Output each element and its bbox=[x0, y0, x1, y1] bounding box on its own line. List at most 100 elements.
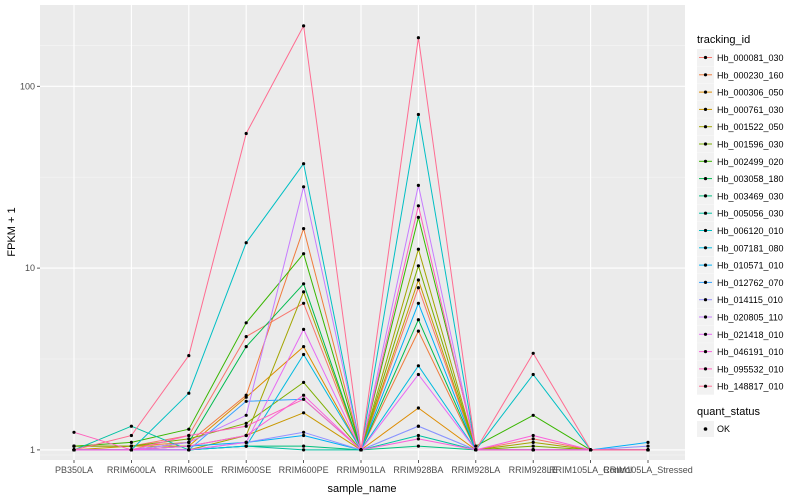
legend-item-label: Hb_001596_030 bbox=[717, 140, 784, 150]
legend-key-point bbox=[703, 107, 708, 111]
legend-item-label: Hb_095532_010 bbox=[717, 364, 784, 374]
data-point bbox=[531, 440, 535, 444]
legend-key-point bbox=[703, 159, 708, 163]
y-axis-title: FPKM + 1 bbox=[6, 207, 18, 256]
data-point bbox=[416, 204, 420, 208]
legend-item-label: Hb_006120_010 bbox=[717, 226, 784, 236]
legend-item-label: Hb_021418_010 bbox=[717, 330, 784, 340]
data-point bbox=[129, 440, 133, 444]
data-point bbox=[531, 448, 535, 452]
legend-key-point bbox=[703, 384, 708, 388]
data-point bbox=[187, 427, 191, 431]
data-point bbox=[302, 393, 306, 397]
data-point bbox=[646, 448, 650, 452]
data-point bbox=[72, 444, 76, 448]
data-point bbox=[531, 351, 535, 355]
data-point bbox=[416, 247, 420, 251]
data-point bbox=[302, 444, 306, 448]
legend-key-point bbox=[703, 315, 708, 319]
data-point bbox=[646, 440, 650, 444]
data-point bbox=[531, 372, 535, 377]
data-point bbox=[302, 352, 306, 357]
data-point bbox=[244, 345, 248, 349]
data-point bbox=[359, 448, 363, 452]
data-point bbox=[302, 282, 306, 286]
data-point bbox=[302, 290, 306, 294]
data-point bbox=[129, 444, 133, 448]
data-point bbox=[129, 433, 133, 438]
data-point bbox=[416, 36, 420, 40]
data-point bbox=[302, 397, 306, 401]
legend-item-label: Hb_046191_010 bbox=[717, 347, 784, 357]
data-point bbox=[244, 399, 248, 403]
x-tick-label: RRIM600SE bbox=[221, 465, 271, 475]
data-point bbox=[244, 413, 248, 417]
legend-tracking-id: tracking_id Hb_000081_030Hb_000230_160Hb… bbox=[697, 34, 784, 395]
data-point bbox=[302, 448, 306, 452]
data-point bbox=[244, 321, 248, 325]
data-point bbox=[416, 372, 420, 377]
legend-key-point bbox=[703, 211, 708, 215]
data-point bbox=[416, 437, 420, 441]
data-point bbox=[531, 433, 535, 438]
data-point bbox=[129, 424, 133, 428]
legend-key-point bbox=[703, 177, 708, 181]
data-point bbox=[302, 252, 306, 256]
data-point bbox=[589, 448, 593, 452]
legend-item-label: Hb_012762_070 bbox=[717, 278, 784, 288]
legend-key-point bbox=[703, 280, 708, 284]
x-tick-label: PB350LA bbox=[55, 465, 93, 475]
data-point bbox=[302, 301, 306, 305]
data-point bbox=[416, 301, 420, 305]
data-point bbox=[72, 448, 76, 452]
data-point bbox=[416, 444, 420, 448]
legend-item-label: Hb_010571_010 bbox=[717, 261, 784, 271]
x-tick-label: RRIM600LE bbox=[164, 465, 213, 475]
x-tick-label: RRIM600LA bbox=[107, 465, 156, 475]
legend-item-label: Hb_148817_010 bbox=[717, 382, 784, 392]
data-point bbox=[72, 430, 76, 434]
x-tick-label: RRIM901LA bbox=[336, 465, 385, 475]
data-point bbox=[531, 413, 535, 417]
data-point bbox=[302, 430, 306, 434]
data-point bbox=[244, 433, 248, 438]
data-point bbox=[244, 424, 248, 428]
data-point bbox=[302, 433, 306, 438]
legend-key-point bbox=[703, 263, 708, 267]
data-point bbox=[416, 406, 420, 410]
x-axis: PB350LA RRIM600LA RRIM600LE RRIM600SE RRIM60… bbox=[55, 460, 693, 475]
legend2-key-point bbox=[703, 427, 708, 431]
data-point bbox=[302, 411, 306, 415]
data-point bbox=[187, 440, 191, 444]
data-point bbox=[244, 395, 248, 399]
legend-title: tracking_id bbox=[697, 34, 750, 46]
x-axis-title: sample_name bbox=[327, 483, 396, 495]
legend-item-label: Hb_000761_030 bbox=[717, 105, 784, 115]
legend-key-point bbox=[703, 194, 708, 198]
x-tick-label: RRIM928LE bbox=[509, 465, 558, 475]
legend-items: Hb_000081_030 Hb_000230_160 Hb_000306_050 H… bbox=[697, 49, 784, 395]
legend-key-point bbox=[703, 90, 708, 94]
legend-item-label: Hb_020805_110 bbox=[717, 313, 783, 323]
legend-key-point bbox=[703, 246, 708, 250]
y-tick-label: 1 bbox=[30, 445, 35, 455]
data-point bbox=[416, 183, 420, 187]
data-point bbox=[302, 327, 306, 331]
legend-item-label: Hb_007181_080 bbox=[717, 243, 784, 253]
legend-key-point bbox=[703, 73, 708, 77]
legend-quant-status: quant_status OK bbox=[697, 406, 760, 437]
data-point bbox=[302, 24, 306, 28]
data-point bbox=[646, 444, 650, 448]
legend-key-point bbox=[703, 125, 708, 129]
data-point bbox=[187, 354, 191, 358]
data-point bbox=[416, 329, 420, 333]
legend-key-point bbox=[703, 142, 708, 146]
legend-item-label: Hb_000081_030 bbox=[717, 53, 784, 63]
legend-key-point bbox=[703, 367, 708, 371]
data-point bbox=[531, 444, 535, 448]
x-tick-label: RRIM928BA bbox=[393, 465, 443, 475]
legend-key-point bbox=[703, 332, 708, 336]
legend-item-label: Hb_000306_050 bbox=[717, 88, 784, 98]
x-tick-label: RRIM105LA_Stressed bbox=[603, 465, 693, 475]
